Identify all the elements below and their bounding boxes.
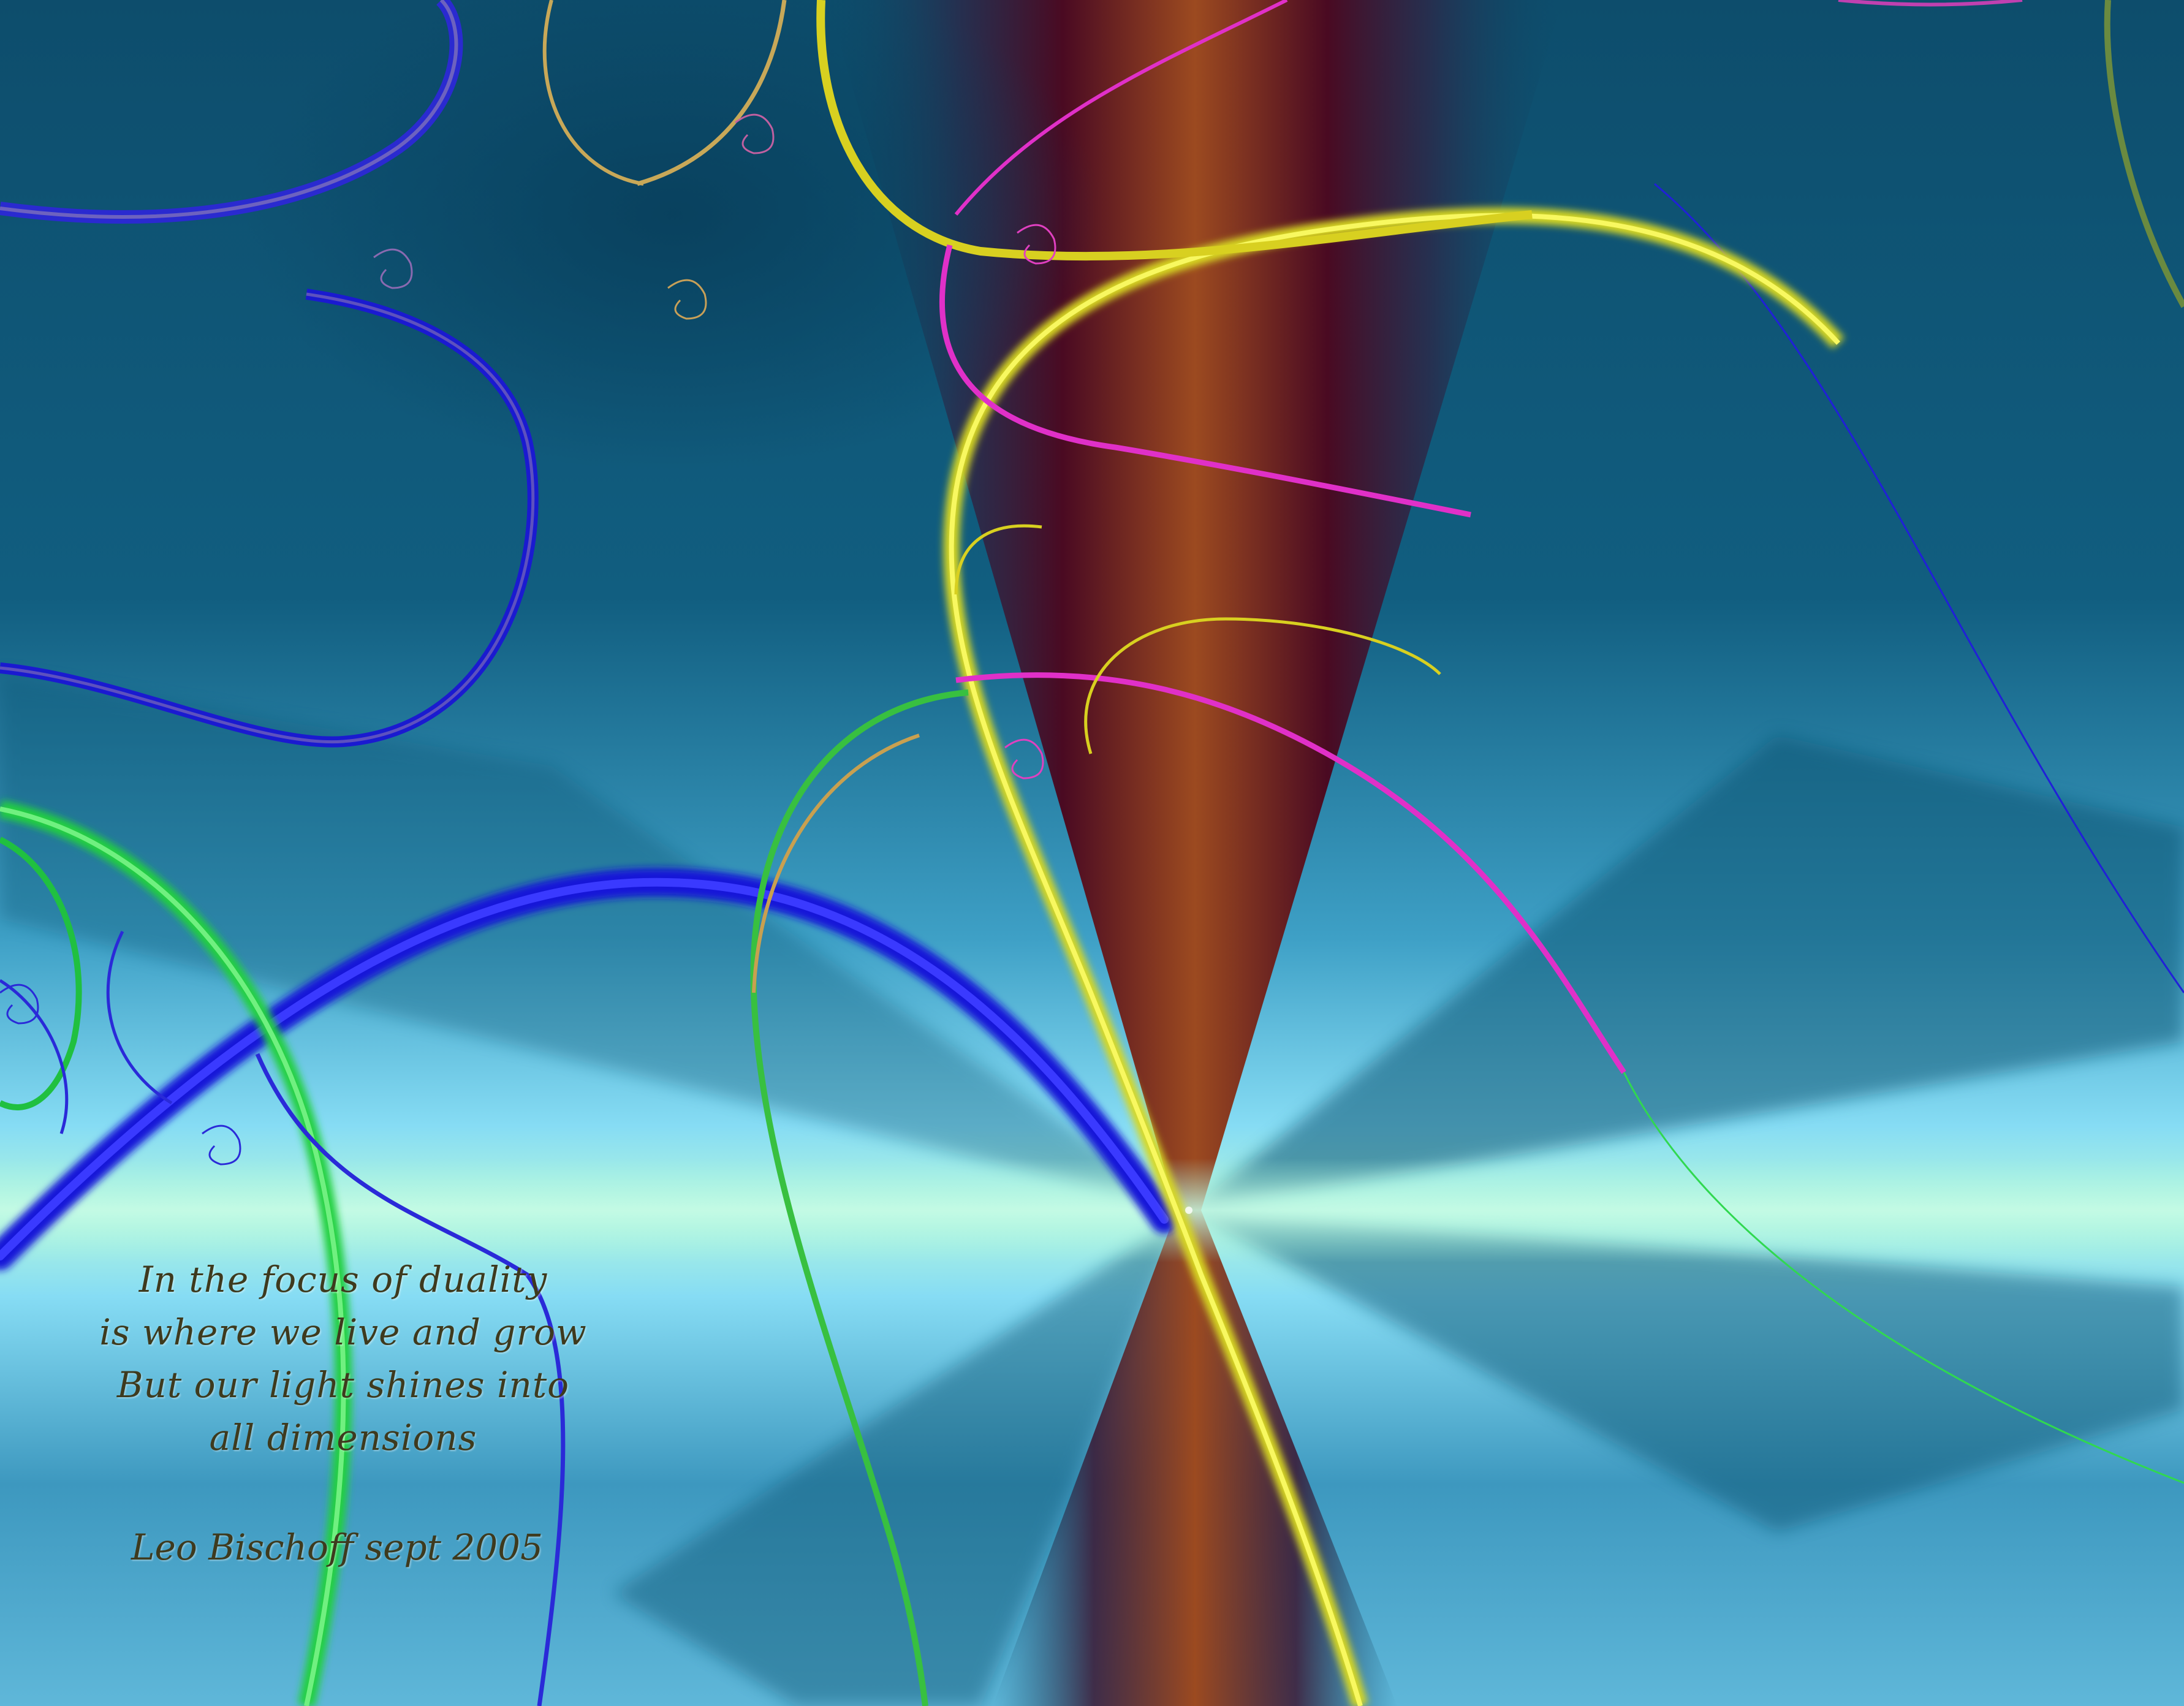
- poem-line-2: is where we live and grow: [99, 1311, 587, 1353]
- poem-line-3: But our light shines into: [116, 1364, 570, 1406]
- poem-line-1: In the focus of duality: [138, 1259, 548, 1300]
- poem-text: In the focus of duality is where we live…: [74, 1253, 613, 1464]
- poem-line-4: all dimensions: [209, 1417, 477, 1458]
- artist-signature: Leo Bischoff sept 2005: [131, 1526, 543, 1568]
